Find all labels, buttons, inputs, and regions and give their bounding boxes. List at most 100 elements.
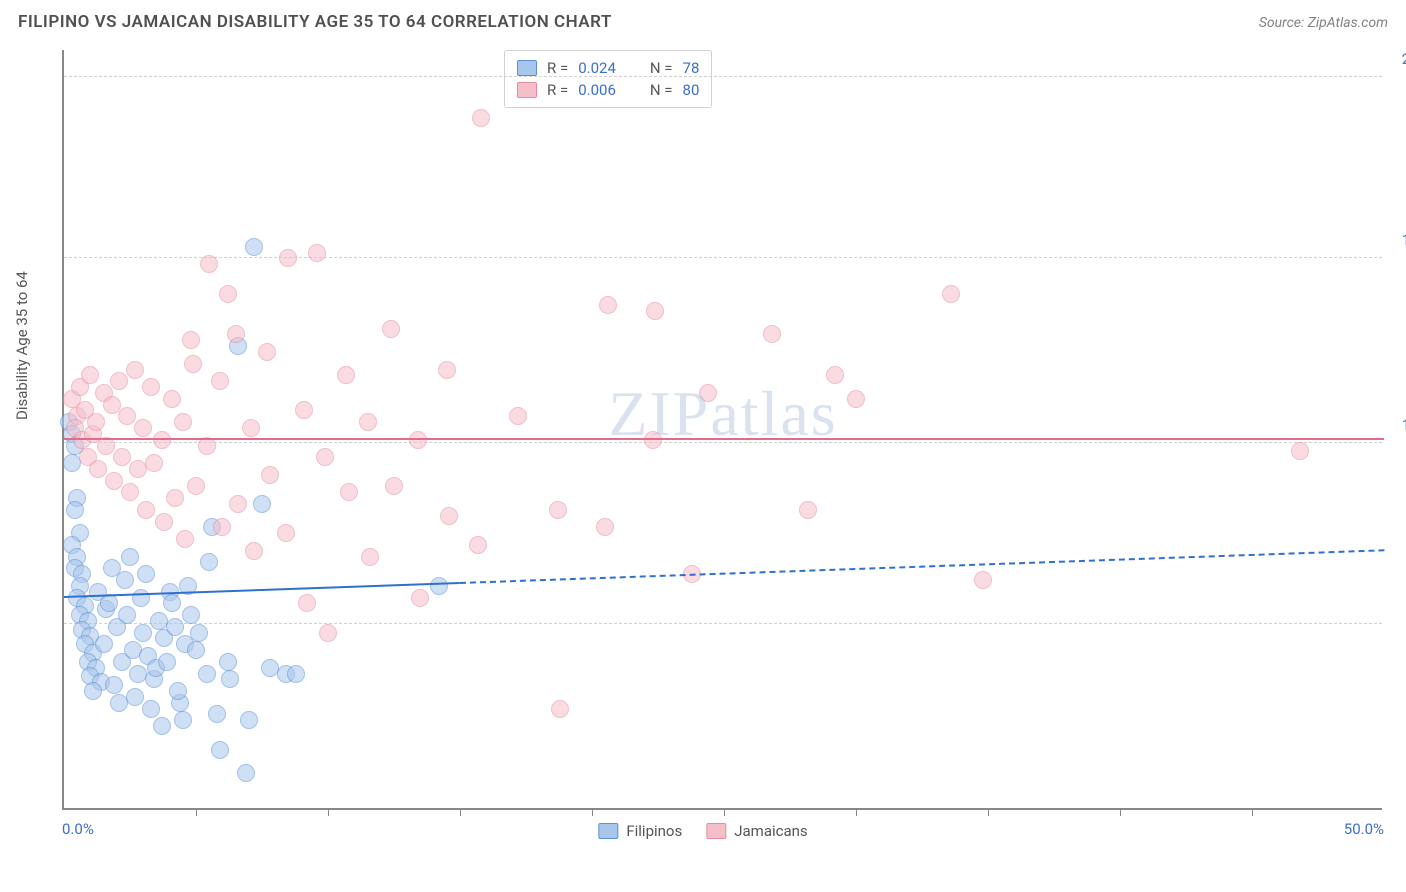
jamaicans-point (763, 325, 781, 343)
legend-label: Filipinos (626, 822, 682, 840)
series-legend: Filipinos Jamaicans (598, 822, 807, 840)
jamaicans-point (145, 454, 163, 472)
jamaicans-point (126, 361, 144, 379)
jamaicans-point (219, 285, 237, 303)
jamaicans-point (187, 477, 205, 495)
filipinos-point (219, 653, 237, 671)
filipinos-point (245, 238, 263, 256)
x-tick (460, 808, 461, 816)
jamaicans-point (213, 518, 231, 536)
filipinos-point (153, 717, 171, 735)
legend-n-value: 78 (683, 59, 700, 77)
jamaicans-point (174, 413, 192, 431)
correlation-legend: R = 0.024N = 78R = 0.006N = 80 (504, 50, 712, 108)
jamaicans-point (118, 407, 136, 425)
jamaicans-point (337, 366, 355, 384)
filipinos-point (118, 606, 136, 624)
jamaicans-point (359, 413, 377, 431)
plot-area: ZIPatlas R = 0.024N = 78R = 0.006N = 80 … (62, 50, 1382, 810)
jamaicans-point (942, 285, 960, 303)
filipinos-point (105, 676, 123, 694)
x-tick (988, 808, 989, 816)
jamaicans-point (298, 594, 316, 612)
trendline (460, 549, 1384, 584)
legend-swatch (517, 60, 537, 76)
jamaicans-point (137, 501, 155, 519)
gridline (64, 257, 1382, 258)
jamaicans-point (469, 536, 487, 554)
x-tick (592, 808, 593, 816)
legend-row-jamaicans: R = 0.006N = 80 (517, 79, 699, 101)
chart-title: FILIPINO VS JAMAICAN DISABILITY AGE 35 T… (18, 12, 612, 32)
jamaicans-point (110, 372, 128, 390)
jamaicans-point (103, 396, 121, 414)
jamaicans-point (385, 477, 403, 495)
jamaicans-point (279, 249, 297, 267)
jamaicans-point (134, 419, 152, 437)
jamaicans-point (87, 413, 105, 431)
y-tick-label: 18.8% (1402, 231, 1406, 249)
jamaicans-point (229, 495, 247, 513)
filipinos-point (158, 653, 176, 671)
jamaicans-point (411, 589, 429, 607)
x-tick (724, 808, 725, 816)
jamaicans-point (308, 244, 326, 262)
x-tick (328, 808, 329, 816)
x-tick (1120, 808, 1121, 816)
legend-n-label: N = (650, 81, 673, 99)
filipinos-point (237, 764, 255, 782)
filipinos-point (187, 641, 205, 659)
jamaicans-point (121, 483, 139, 501)
jamaicans-point (142, 378, 160, 396)
legend-r-value: 0.024 (578, 59, 616, 77)
filipinos-point (116, 571, 134, 589)
jamaicans-point (409, 431, 427, 449)
jamaicans-point (153, 431, 171, 449)
filipinos-point (163, 594, 181, 612)
legend-n-label: N = (650, 59, 673, 77)
legend-item-filipinos: Filipinos (598, 822, 682, 840)
y-tick-label: 25.0% (1402, 50, 1406, 68)
jamaicans-point (646, 302, 664, 320)
jamaicans-point (549, 501, 567, 519)
jamaicans-point (258, 343, 276, 361)
filipinos-point (287, 665, 305, 683)
filipinos-point (166, 618, 184, 636)
jamaicans-point (227, 325, 245, 343)
jamaicans-point (340, 483, 358, 501)
jamaicans-point (113, 448, 131, 466)
filipinos-point (430, 577, 448, 595)
filipinos-point (200, 553, 218, 571)
jamaicans-point (551, 700, 569, 718)
source-attribution: Source: ZipAtlas.com (1259, 15, 1388, 31)
filipinos-point (132, 589, 150, 607)
filipinos-point (126, 688, 144, 706)
jamaicans-point (155, 513, 173, 531)
x-axis-max-label: 50.0% (1344, 820, 1384, 838)
jamaicans-point (361, 548, 379, 566)
legend-r-value: 0.006 (578, 81, 616, 99)
jamaicans-point (261, 466, 279, 484)
filipinos-point (240, 711, 258, 729)
jamaicans-point (319, 624, 337, 642)
filipinos-point (182, 606, 200, 624)
filipinos-point (174, 711, 192, 729)
filipinos-point (169, 682, 187, 700)
jamaicans-point (472, 109, 490, 127)
y-tick-label: 12.5% (1402, 416, 1406, 434)
legend-swatch (517, 82, 537, 98)
legend-swatch (706, 823, 726, 839)
filipinos-point (142, 700, 160, 718)
filipinos-point (198, 665, 216, 683)
trendline (64, 438, 1384, 440)
filipinos-point (208, 705, 226, 723)
gridline (64, 76, 1382, 77)
gridline (64, 623, 1382, 624)
jamaicans-point (245, 542, 263, 560)
filipinos-point (66, 501, 84, 519)
filipinos-point (100, 594, 118, 612)
jamaicans-point (438, 361, 456, 379)
jamaicans-point (211, 372, 229, 390)
jamaicans-point (242, 419, 260, 437)
legend-label: Jamaicans (734, 822, 807, 840)
